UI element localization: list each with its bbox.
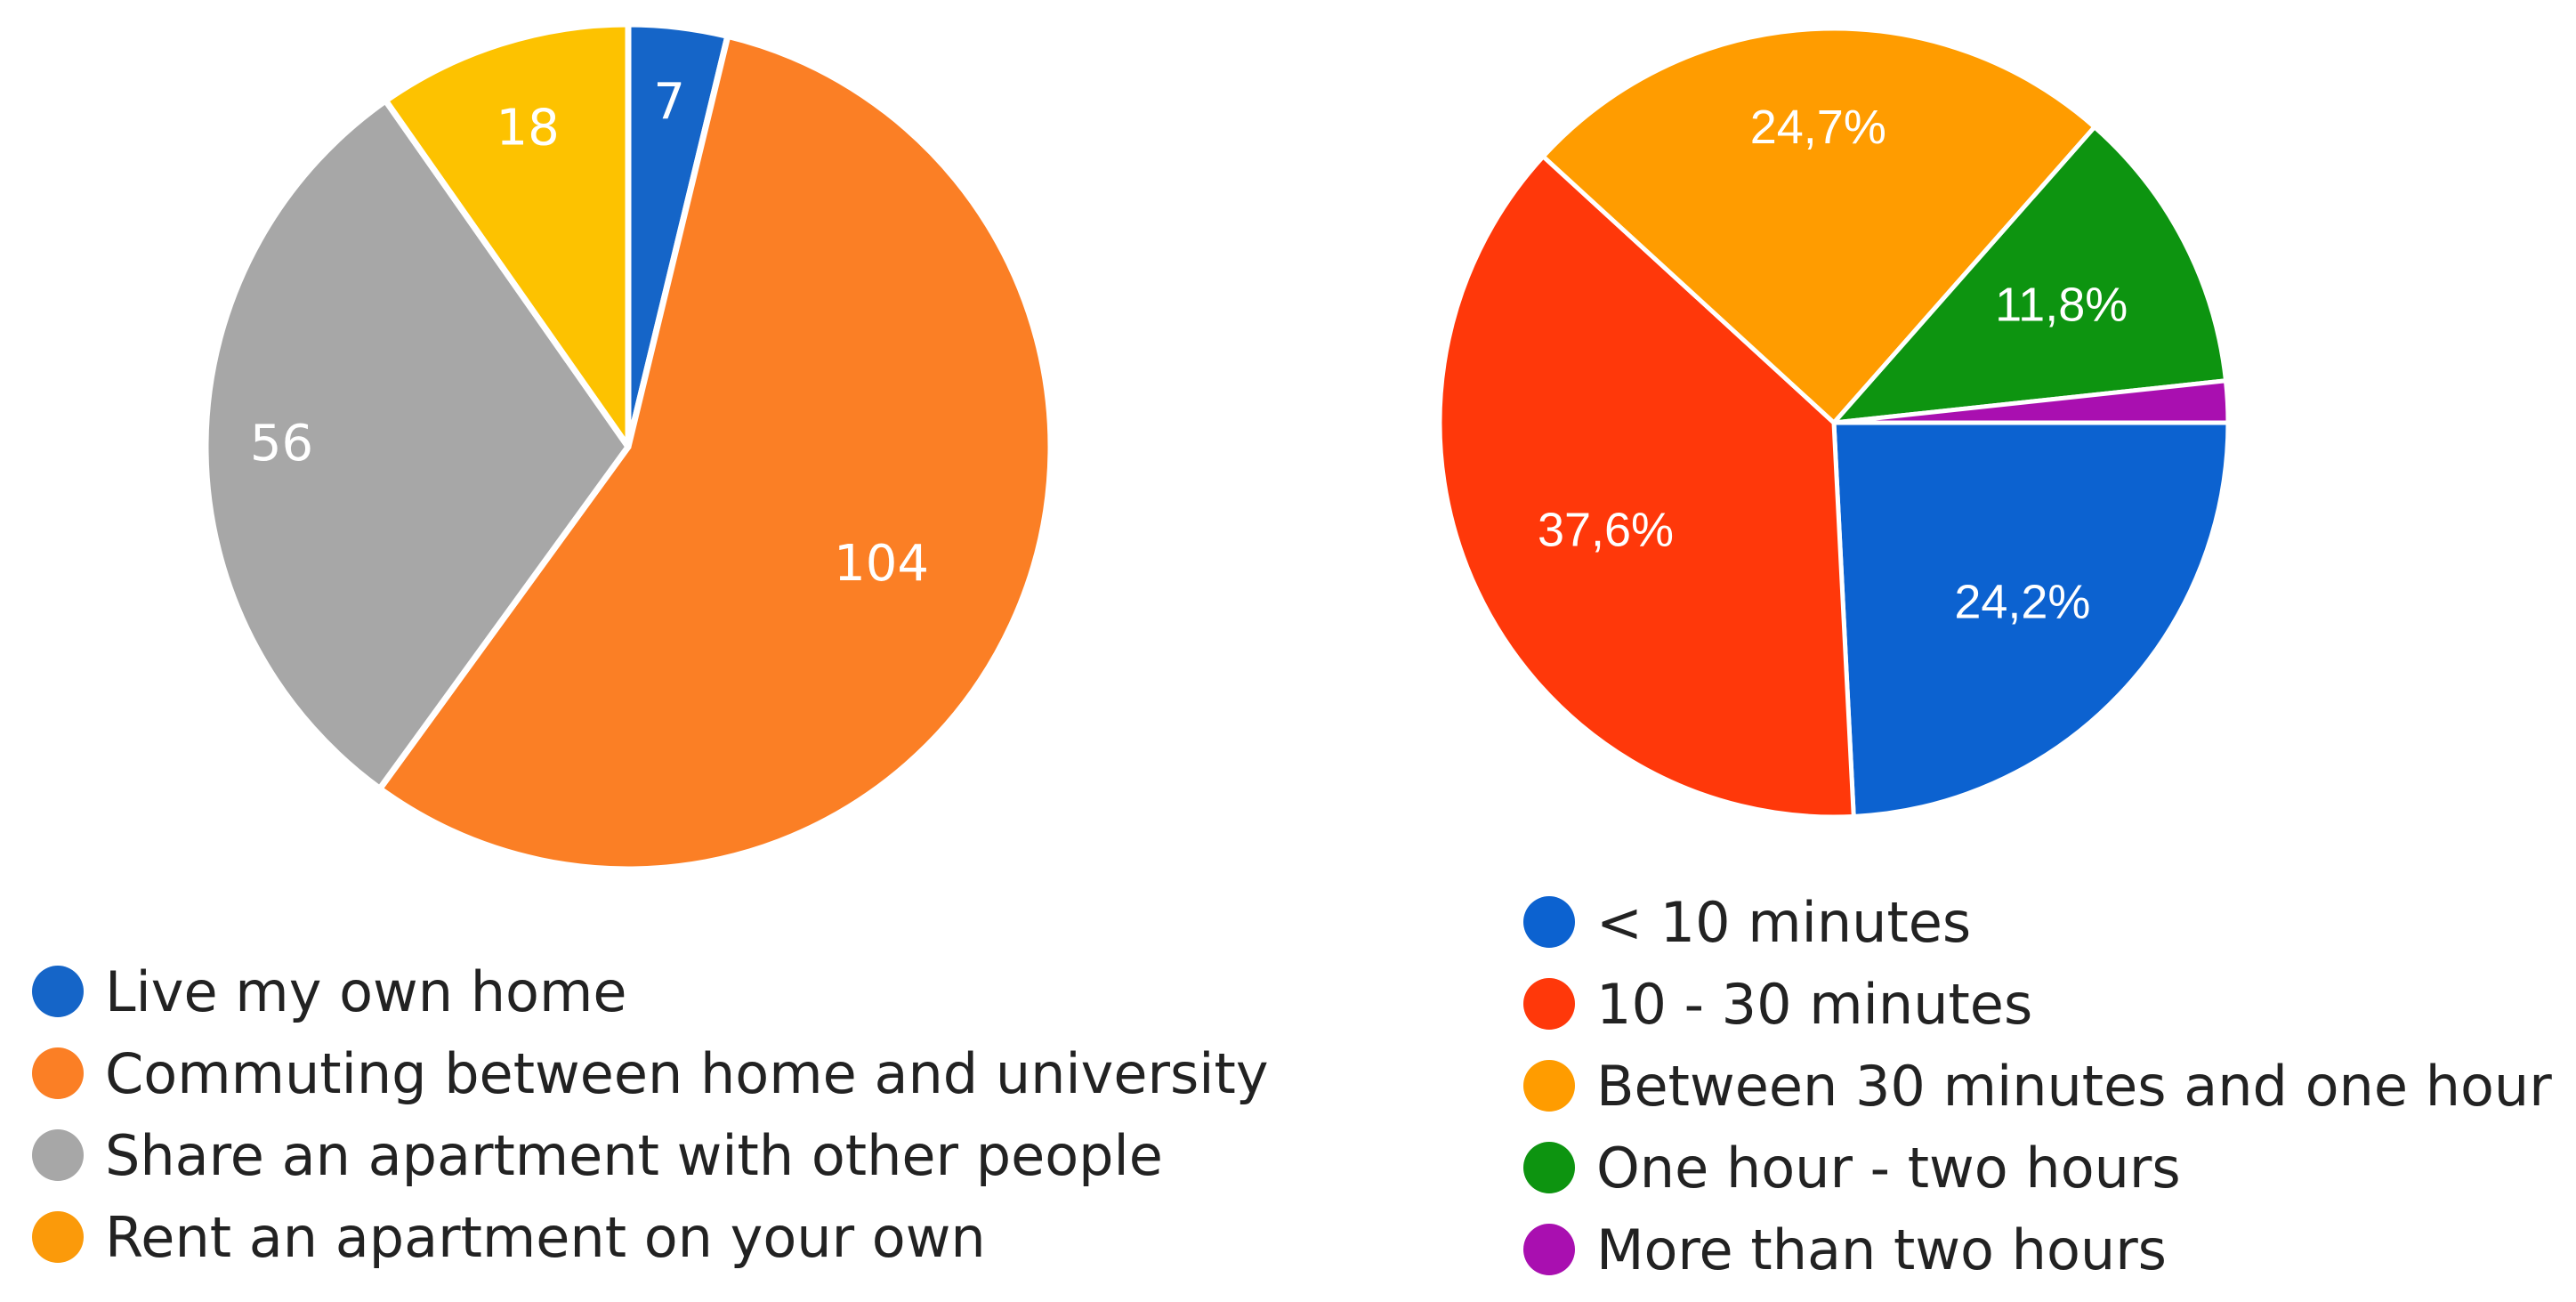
legend-commute-time: < 10 minutes 10 - 30 minutes Between 30 … xyxy=(1523,881,2552,1290)
legend-item-10-30-minutes: 10 - 30 minutes xyxy=(1523,963,2552,1045)
legend-item-one-to-two-hours: One hour - two hours xyxy=(1523,1127,2552,1209)
legend-swatch xyxy=(32,1211,84,1263)
slice-value-label: 24,2% xyxy=(1954,576,2090,629)
legend-label: More than two hours xyxy=(1596,1217,2167,1282)
pie-chart-commute-time: 24,2% 37,6% 24,7% 11,8% xyxy=(1437,26,2231,820)
legend-swatch xyxy=(1523,896,1575,948)
slice-value-label: 56 xyxy=(250,415,313,473)
slice-value-label: 7 xyxy=(653,74,685,132)
legend-label: Share an apartment with other people xyxy=(105,1122,1163,1188)
legend-item-rent-apartment: Rent an apartment on your own xyxy=(32,1196,1269,1278)
slice-value-label: 18 xyxy=(496,100,559,158)
legend-swatch xyxy=(32,966,84,1017)
legend-label: 10 - 30 minutes xyxy=(1596,971,2033,1037)
legend-swatch xyxy=(32,1047,84,1099)
legend-label: Live my own home xyxy=(105,958,627,1024)
legend-label: One hour - two hours xyxy=(1596,1135,2181,1201)
slice-value-label: 37,6% xyxy=(1538,504,1674,557)
legend-item-live-own-home: Live my own home xyxy=(32,950,1269,1032)
legend-label: Between 30 minutes and one hour xyxy=(1596,1053,2552,1119)
pie-slice-commuting-between-home-and-university xyxy=(376,32,1054,873)
legend-item-under-10-minutes: < 10 minutes xyxy=(1523,881,2552,963)
legend-residence: Live my own home Commuting between home … xyxy=(32,950,1269,1278)
pie-slice-rent-an-apartment-on-your-own xyxy=(382,20,632,450)
legend-label: Commuting between home and university xyxy=(105,1040,1269,1106)
pie-slice-one-hour-two-hours xyxy=(1831,125,2228,425)
slice-value-label: 11,8% xyxy=(1995,279,2128,332)
slice-value-label: 24,7% xyxy=(1750,101,1886,154)
legend-swatch xyxy=(1523,978,1575,1030)
legend-item-over-two-hours: More than two hours xyxy=(1523,1209,2552,1290)
legend-item-commuting: Commuting between home and university xyxy=(32,1032,1269,1114)
pie-chart-residence: 7 104 56 18 xyxy=(202,20,1054,873)
legend-swatch xyxy=(1523,1142,1575,1193)
legend-item-share-apartment: Share an apartment with other people xyxy=(32,1114,1269,1196)
pie-slice-more-than-two-hours xyxy=(1831,378,2231,425)
legend-label: Rent an apartment on your own xyxy=(105,1204,986,1270)
pie-slice-10-minutes xyxy=(1831,420,2231,819)
legend-swatch xyxy=(1523,1224,1575,1275)
pie-slice-share-an-apartment-with-other-people xyxy=(202,97,632,792)
legend-swatch xyxy=(1523,1060,1575,1112)
slice-value-label: 104 xyxy=(834,535,929,593)
pie-slice-between-30-minutes-and-one-hour xyxy=(1540,26,2097,425)
legend-swatch xyxy=(32,1129,84,1181)
pie-slice-10-30-minutes xyxy=(1437,154,1856,820)
legend-label: < 10 minutes xyxy=(1596,889,1972,955)
legend-item-30-60-minutes: Between 30 minutes and one hour xyxy=(1523,1045,2552,1127)
